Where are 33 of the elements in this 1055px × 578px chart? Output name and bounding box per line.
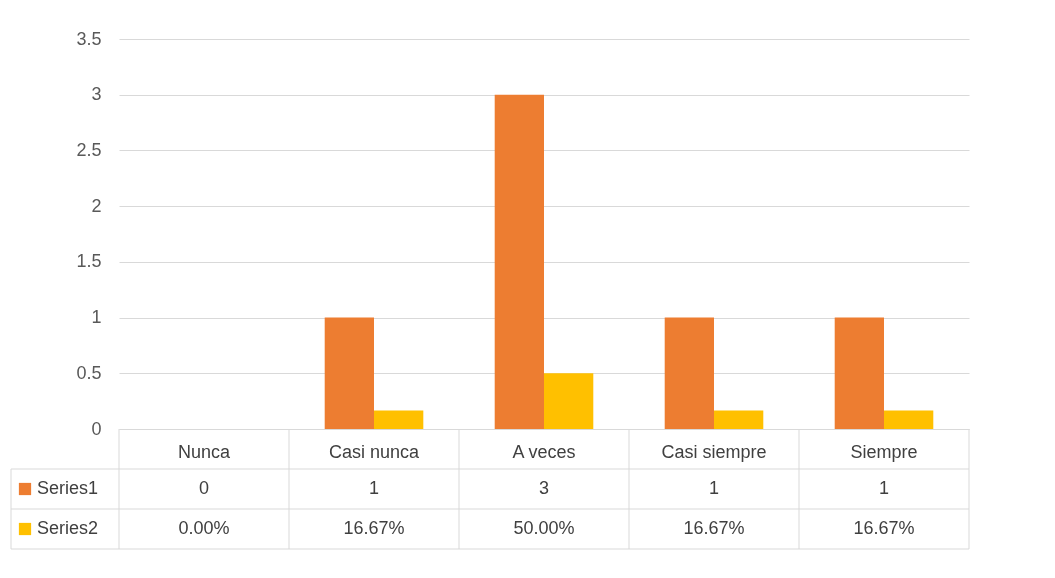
data-label: 3 — [538, 478, 550, 498]
bar — [714, 410, 764, 429]
data-label: 16.67% — [683, 518, 745, 538]
data-label: 0.00% — [178, 518, 230, 538]
y-tick-label: 3 — [91, 84, 102, 105]
legend-label: Series2 — [37, 518, 99, 538]
data-label: 1 — [708, 478, 720, 498]
bar — [664, 317, 714, 429]
bar — [884, 410, 934, 429]
data-label: 1 — [878, 478, 890, 498]
y-tick-label: 3.5 — [76, 28, 102, 49]
y-tick-label: 2.5 — [76, 139, 102, 160]
bar — [374, 410, 424, 429]
x-tick-label: A veces — [512, 441, 576, 462]
bar — [834, 317, 884, 429]
y-tick-label: 2 — [91, 195, 102, 216]
bar — [544, 373, 594, 429]
x-tick-label: Siempre — [850, 441, 918, 462]
data-label: 16.67% — [343, 518, 405, 538]
y-tick-label: 1.5 — [76, 251, 102, 272]
data-label: 16.67% — [853, 518, 915, 538]
x-tick-label: Casi nunca — [328, 441, 421, 462]
data-label: 0 — [198, 478, 210, 498]
y-tick-label: 0.5 — [76, 362, 102, 383]
x-tick-label: Casi siempre — [661, 441, 767, 462]
legend-label: Series1 — [37, 478, 99, 498]
bar — [494, 94, 544, 429]
data-label: 1 — [368, 478, 380, 498]
x-tick-label: Nunca — [177, 441, 231, 462]
y-tick-label: 0 — [91, 418, 102, 439]
bar — [324, 317, 374, 429]
y-tick-label: 1 — [91, 307, 102, 328]
data-label: 50.00% — [513, 518, 575, 538]
